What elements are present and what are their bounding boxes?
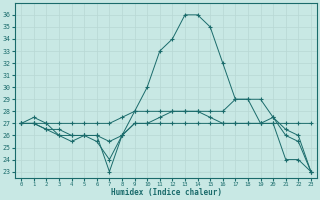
X-axis label: Humidex (Indice chaleur): Humidex (Indice chaleur) xyxy=(111,188,221,197)
